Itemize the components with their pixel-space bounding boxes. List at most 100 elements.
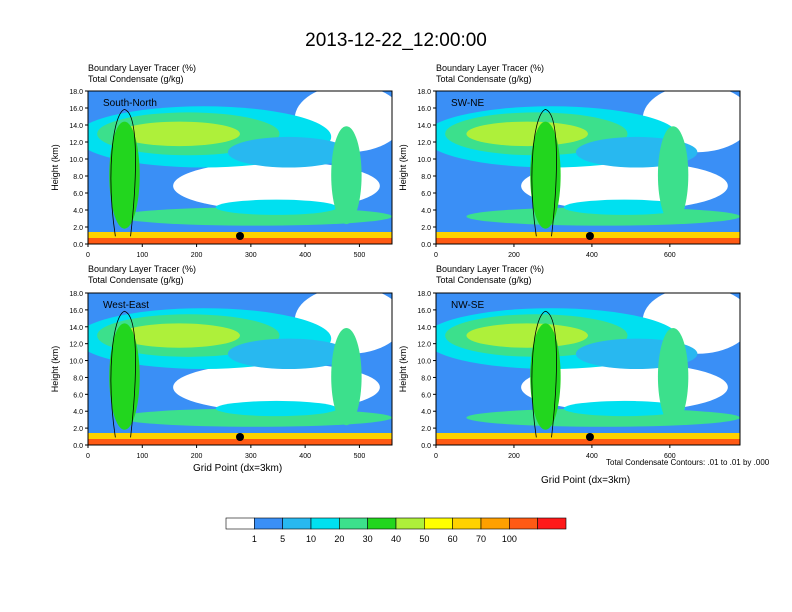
panel-label: SW-NE — [451, 98, 484, 109]
y-tick-label: 8.0 — [73, 375, 83, 382]
colorbar-label: 5 — [280, 534, 285, 544]
colorbar-swatch — [310, 517, 340, 530]
y-tick-label: 4.0 — [73, 208, 83, 215]
colorbar-label: 20 — [334, 534, 344, 544]
plot-frame — [435, 292, 741, 446]
y-tick-label: 8.0 — [421, 375, 431, 382]
plot-frame — [435, 90, 741, 245]
colorbar-swatch — [424, 517, 453, 530]
y-tick-label: 4.0 — [73, 409, 83, 416]
panel-3-caption-tracer: Boundary Layer Tracer (%) — [88, 264, 197, 274]
colorbar-label: 30 — [363, 534, 373, 544]
tracer-blob — [563, 199, 686, 215]
y-tick-label: 6.0 — [73, 392, 83, 399]
panel-4-caption-tracer: Boundary Layer Tracer (%) — [436, 264, 545, 274]
y-tick-label: 12.0 — [69, 342, 83, 349]
colorbar-swatch — [339, 517, 368, 530]
y-tick-label: 16.0 — [417, 308, 431, 315]
x-tick-label: 0 — [434, 453, 438, 460]
y-tick-label: 10.0 — [417, 157, 431, 164]
surface-layer-core — [436, 238, 740, 244]
heatmap-fill — [436, 91, 740, 244]
colorbar-swatch — [225, 517, 255, 530]
y-tick-label: 14.0 — [417, 325, 431, 332]
x-tick-label: 200 — [191, 453, 203, 460]
tracer-blob — [227, 338, 350, 369]
tracer-blob — [215, 400, 338, 417]
y-tick-label: 0.0 — [73, 443, 83, 450]
clear-region — [173, 362, 380, 412]
y-tick-label: 4.0 — [421, 409, 431, 416]
clear-region — [173, 161, 380, 211]
x-tick-label: 400 — [299, 453, 311, 460]
tracer-blob — [227, 136, 350, 168]
x-tick-label: 100 — [136, 453, 148, 460]
panel-4-x-axis-label: Grid Point (dx=3km) — [541, 475, 631, 486]
panel-3: West-East 0.0 2.0 4.0 6.0 8.0 10.0 12.0 14.0 16.0… — [50, 291, 393, 460]
heatmap-fill — [436, 293, 740, 445]
x-tick-label: 300 — [245, 453, 257, 460]
y-tick-label: 18.0 — [417, 89, 431, 96]
colorbar-swatch — [509, 517, 538, 530]
y-tick-label: 6.0 — [421, 392, 431, 399]
colorbar-swatch — [537, 517, 567, 530]
panel-3-caption-condensate: Total Condensate (g/kg) — [88, 275, 184, 285]
colorbar-label: 70 — [476, 534, 486, 544]
condensate-contour — [531, 310, 557, 438]
colorbar-label: 60 — [448, 534, 458, 544]
figure-title: 2013-12-22_12:00:00 — [305, 30, 487, 51]
tracer-blob — [563, 400, 686, 417]
y-tick-label: 14.0 — [417, 123, 431, 130]
x-tick-label: 500 — [354, 252, 366, 259]
y-tick-label: 18.0 — [417, 291, 431, 298]
surface-layer-core — [436, 439, 740, 445]
y-axis-label: Height (km) — [398, 346, 408, 393]
y-axis-label: Height (km) — [50, 346, 60, 393]
x-tick-label: 200 — [191, 252, 203, 259]
location-marker — [585, 232, 594, 240]
tracer-blob — [109, 323, 140, 430]
location-marker — [236, 232, 244, 240]
y-tick-label: 12.0 — [69, 140, 83, 147]
colorbar-label: 50 — [419, 534, 429, 544]
tracer-blob — [331, 126, 362, 225]
panel-1-caption-tracer: Boundary Layer Tracer (%) — [88, 63, 197, 73]
tracer-blob — [530, 323, 561, 430]
panel-1-caption-condensate: Total Condensate (g/kg) — [88, 74, 184, 84]
y-tick-label: 2.0 — [73, 225, 83, 232]
plot-frame — [87, 90, 393, 245]
colorbar-swatch — [254, 517, 283, 530]
y-tick-label: 16.0 — [417, 106, 431, 113]
y-tick-label: 0.0 — [421, 443, 431, 450]
tracer-blob — [109, 121, 140, 229]
y-tick-label: 2.0 — [421, 426, 431, 433]
y-tick-label: 6.0 — [73, 191, 83, 198]
condensate-contour — [110, 108, 136, 237]
y-tick-label: 16.0 — [69, 308, 83, 315]
x-tick-label: 400 — [586, 453, 598, 460]
panel-1-caption: Boundary Layer Tracer (%) Total Condensa… — [88, 63, 196, 85]
x-tick-label: 400 — [586, 252, 598, 259]
tracer-blob — [118, 121, 240, 147]
colorbar-label: 1 — [252, 534, 257, 544]
tracer-blob — [118, 323, 240, 348]
panel-label: West-East — [103, 300, 149, 311]
colorbar-swatch — [452, 517, 482, 530]
panel-4-caption-condensate: Total Condensate (g/kg) — [436, 275, 532, 285]
y-axis-label: Height (km) — [398, 144, 408, 191]
y-tick-label: 12.0 — [417, 140, 431, 147]
panel-1: South-North 0.0 2.0 4.0 6.0 8.0 10.0 12.0 14.0 16… — [50, 89, 393, 259]
x-tick-label: 100 — [136, 252, 148, 259]
condensate-contour — [531, 108, 557, 237]
x-tick-label: 600 — [664, 453, 676, 460]
colorbar-label: 100 — [502, 534, 517, 544]
condensate-contour — [110, 310, 136, 438]
x-tick-label: 0 — [86, 252, 90, 259]
x-tick-label: 0 — [86, 453, 90, 460]
y-tick-label: 10.0 — [69, 359, 83, 366]
tracer-blob — [657, 327, 689, 426]
panel-4: NW-SE 0.0 2.0 4.0 6.0 8.0 10.0 12.0 14.0 16.0 18.0… — [398, 291, 741, 460]
y-tick-label: 2.0 — [421, 225, 431, 232]
panel-3-caption: Boundary Layer Tracer (%) Total Condensa… — [88, 264, 196, 286]
